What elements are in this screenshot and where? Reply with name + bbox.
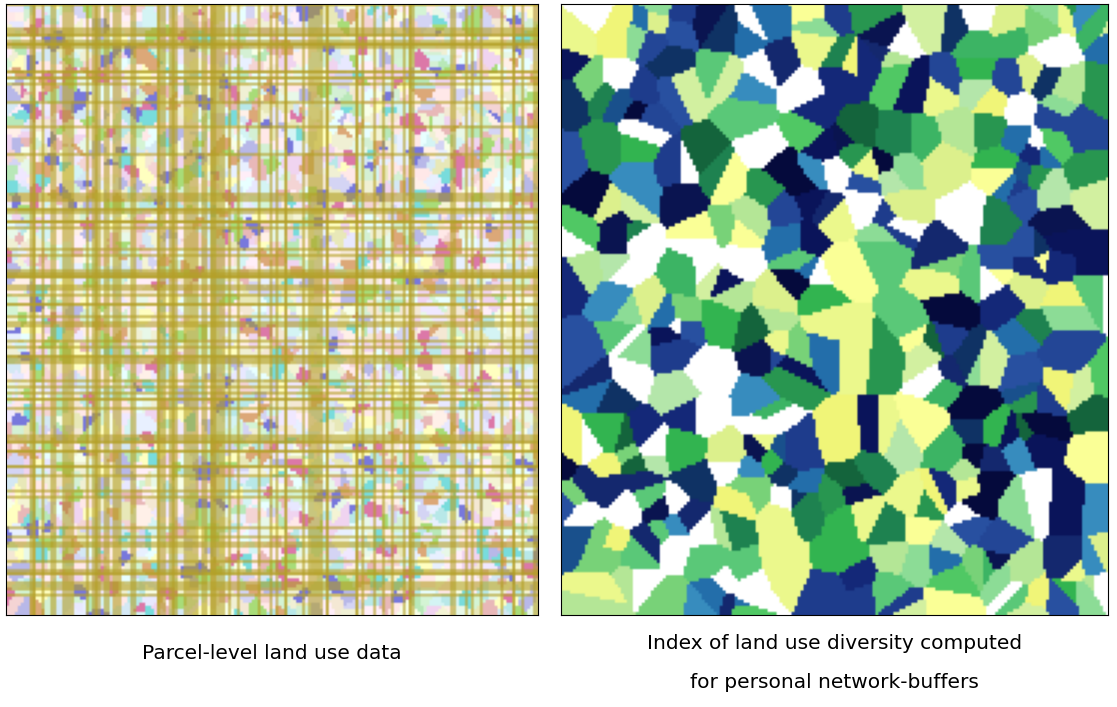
Text: Index of land use diversity computed: Index of land use diversity computed — [647, 634, 1022, 653]
Text: Parcel-level land use data: Parcel-level land use data — [142, 645, 402, 663]
Text: for personal network-buffers: for personal network-buffers — [690, 673, 978, 691]
